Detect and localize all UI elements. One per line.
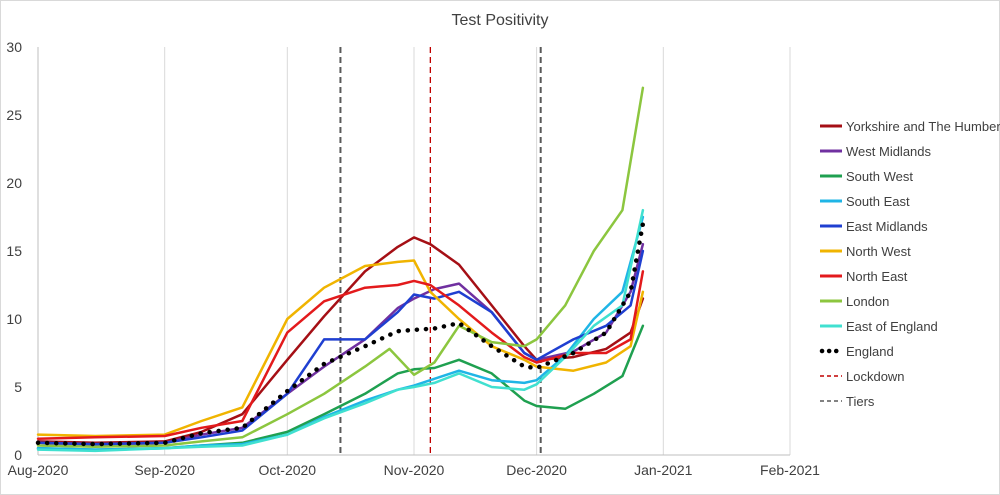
west-midlands-line	[36, 242, 645, 447]
east-midlands-line	[36, 249, 645, 446]
x-tick-labels: Aug-2020 Sep-2020 Oct-2020 Nov-2020 Dec-2020…	[8, 462, 821, 478]
tiers-legend-label: Tiers	[846, 394, 875, 409]
east-midlands-legend-label: East Midlands	[846, 219, 928, 234]
x-tick-label: Sep-2020	[134, 462, 195, 478]
north-east-legend-label: North East	[846, 269, 908, 284]
london-legend-label: London	[846, 294, 889, 309]
england-line	[35, 221, 646, 447]
london-line	[36, 86, 645, 449]
yorkshire-and-the-humber-legend-label: Yorkshire and The Humber	[846, 119, 1000, 134]
x-tick-label: Dec-2020	[506, 462, 567, 478]
series-lines	[35, 86, 646, 453]
lockdown-legend-label: Lockdown	[846, 369, 905, 384]
x-tick-label: Nov-2020	[384, 462, 445, 478]
x-tick-label: Oct-2020	[259, 462, 317, 478]
x-tick-label: Aug-2020	[8, 462, 69, 478]
chart-title: Test Positivity	[452, 12, 549, 29]
y-tick-labels: 0 5 10 15 20 25 30	[6, 39, 22, 463]
x-tick-label: Jan-2021	[634, 462, 693, 478]
east-of-england-legend-label: East of England	[846, 319, 938, 334]
y-tick-label: 10	[6, 311, 22, 327]
north-west-line	[36, 259, 645, 438]
north-west-legend-label: North West	[846, 244, 911, 259]
axes	[37, 47, 790, 456]
legend: Yorkshire and The Humber West Midlands Sou…	[819, 119, 1000, 409]
south-west-legend-label: South West	[846, 169, 913, 184]
y-tick-label: 20	[6, 175, 22, 191]
south-east-legend-label: South East	[846, 194, 910, 209]
y-tick-label: 15	[6, 243, 22, 259]
west-midlands-legend-label: West Midlands	[846, 144, 932, 159]
event-lines	[339, 47, 542, 455]
y-tick-label: 0	[14, 447, 22, 463]
england-legend-label: England	[846, 344, 894, 359]
y-tick-label: 30	[6, 39, 22, 55]
x-tick-label: Feb-2021	[760, 462, 820, 478]
y-tick-label: 25	[6, 107, 22, 123]
y-tick-label: 5	[14, 379, 22, 395]
